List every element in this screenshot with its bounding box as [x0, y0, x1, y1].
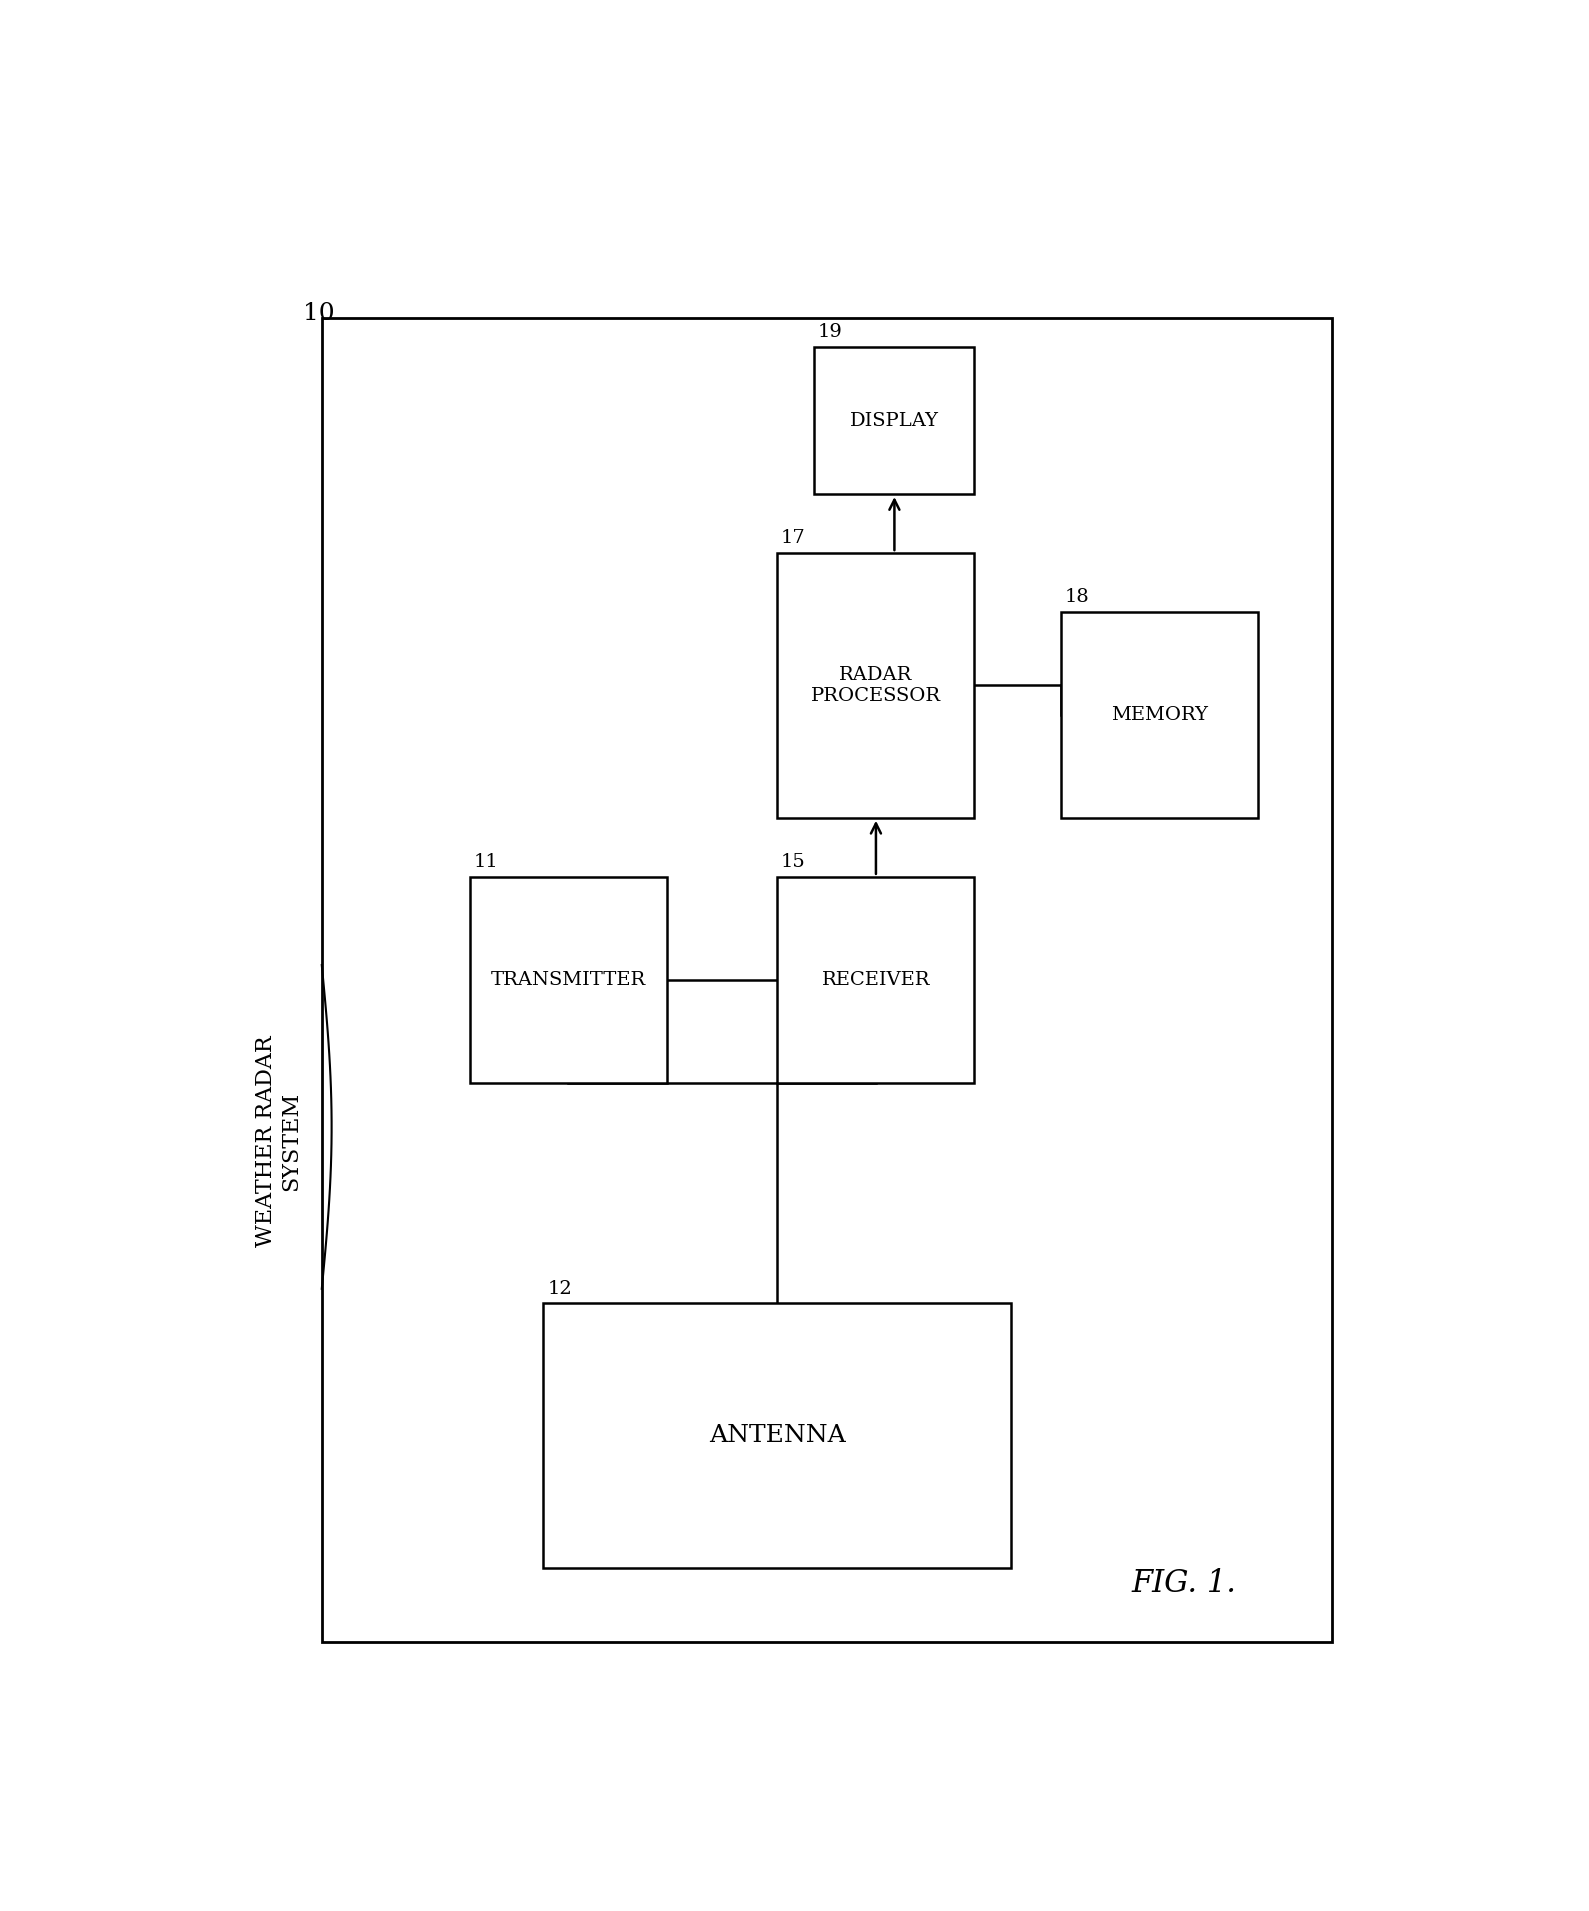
Text: RECEIVER: RECEIVER — [822, 971, 930, 988]
Text: 12: 12 — [547, 1280, 572, 1298]
Text: 11: 11 — [474, 852, 497, 871]
Bar — [777, 552, 974, 818]
Text: DISPLAY: DISPLAY — [850, 411, 939, 430]
Text: 17: 17 — [782, 529, 806, 547]
Text: 19: 19 — [818, 323, 842, 342]
Text: RADAR
PROCESSOR: RADAR PROCESSOR — [810, 667, 941, 705]
Text: WEATHER RADAR
SYSTEM: WEATHER RADAR SYSTEM — [254, 1036, 302, 1248]
Text: 18: 18 — [1065, 589, 1088, 606]
Text: ANTENNA: ANTENNA — [709, 1424, 845, 1447]
Bar — [323, 317, 1332, 1642]
Text: TRANSMITTER: TRANSMITTER — [491, 971, 645, 988]
Bar — [470, 877, 667, 1084]
Bar — [777, 877, 974, 1084]
Text: 15: 15 — [782, 852, 806, 871]
Bar — [815, 348, 974, 495]
Text: 10: 10 — [303, 302, 335, 325]
Text: FIG. 1.: FIG. 1. — [1131, 1567, 1236, 1600]
Text: MEMORY: MEMORY — [1111, 705, 1208, 724]
Bar — [543, 1303, 1012, 1569]
Bar — [1061, 612, 1258, 818]
